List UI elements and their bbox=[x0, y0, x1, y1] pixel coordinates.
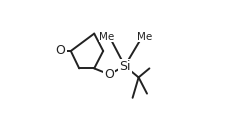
Text: Me: Me bbox=[99, 32, 114, 42]
Text: O: O bbox=[104, 68, 114, 81]
Text: Si: Si bbox=[119, 60, 131, 72]
Text: Me: Me bbox=[137, 32, 152, 42]
Text: O: O bbox=[56, 45, 66, 57]
